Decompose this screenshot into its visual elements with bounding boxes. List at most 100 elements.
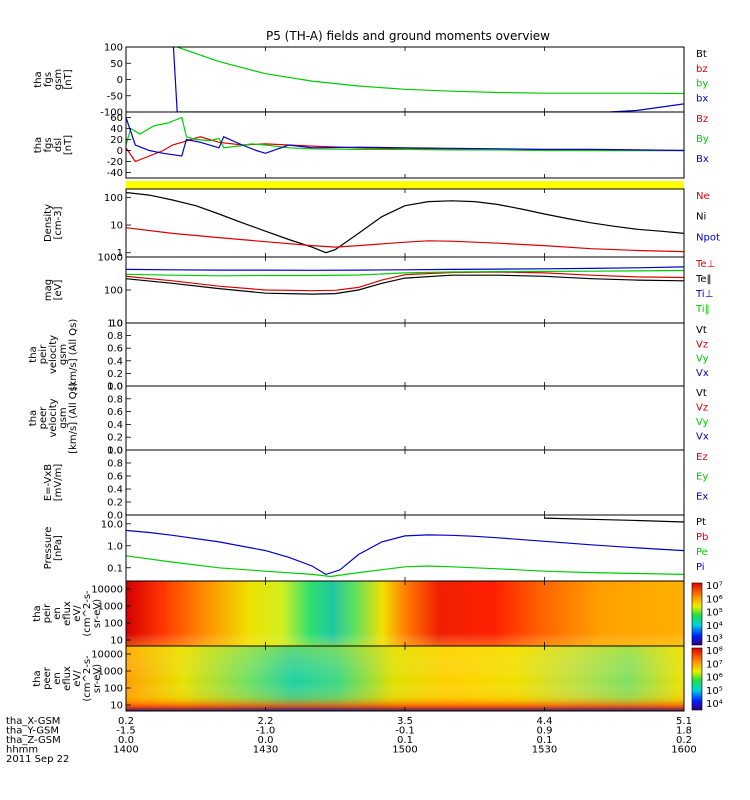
y-tick-label: 60 [110,113,123,124]
x-axis-value: 1600 [671,745,696,756]
y-axis-title-line: [nT] [63,69,74,89]
panel-borders [125,46,685,712]
x-axis-value: 1500 [392,745,417,756]
x-axis-value: -1.0 [256,726,276,737]
x-axis-value: 3.5 [397,716,413,727]
x-axis-value: 0.9 [537,726,553,737]
y-tick-label: 0.6 [107,472,123,483]
y-tick-label: 10 [110,636,123,647]
y-tick-label: 1000 [98,667,123,678]
series-line-Pt [544,517,684,523]
legend-entry: Bz [696,114,708,125]
y-tick-label: -20 [107,157,123,168]
colorbar-label: 10⁸ [706,646,723,657]
colorbar-label: 10⁵ [706,608,723,619]
colorbar-label: 10⁵ [706,686,723,697]
y-axis-title-line: sr-eV) [92,599,103,628]
series-line-Pe [126,555,684,578]
y-tick-label: 1.0 [107,382,123,393]
y-axis-title-line: [km/s] (All Qs) [68,319,79,391]
y-tick-label: 1.0 [107,446,123,457]
series-line-By [126,116,684,152]
y-axis-title-line: gsm [58,407,69,428]
x-axis-value: 0.1 [537,735,553,746]
legend-entry: By [696,134,709,145]
legend-entry: Vx [696,368,709,379]
y-tick-label: 1000 [98,253,123,264]
y-tick-label: 100 [104,286,123,297]
legend-entry: Vz [696,339,708,350]
legend-entry: Ey [696,472,708,483]
y-tick-label: 0.4 [107,485,123,496]
y-axis-title-line: eV/ [72,605,83,622]
y-axis-title: tha peer velocity gsm [km/s] (All Qs) [28,382,79,454]
y-axis-title: E=-VxB [mV/m] [43,464,64,502]
series-line-Te‖ [126,274,684,295]
y-axis-title-line: sr-eV) [92,664,103,693]
y-axis-title-line: eV/ [72,670,83,687]
colorbar-label: 10⁶ [706,673,723,684]
x-axis-row-label: tha_X-GSM [6,716,60,727]
y-tick-label: -50 [107,91,123,102]
y-tick-label: 50 [110,59,123,70]
y-axis-title-line: peir [38,344,49,364]
legend-entry: Vx [696,432,709,443]
y-tick-label: 0.2 [107,498,123,509]
x-axis-value: 2.2 [258,716,274,727]
y-tick-label: 1000 [98,602,123,613]
legend-entry: Vt [696,388,707,399]
y-tick-label: 0.6 [107,344,123,355]
flag-bar [126,181,684,189]
x-axis-table: tha_X-GSM 0.2 2.2 3.5 4.4 5.1 tha_Y-GSM -1.5 -1.… [6,716,697,765]
y-axis-title-line: eflux [62,666,73,691]
y-axis-title: mag [eV] [43,279,64,301]
y-axis-title-line: eflux [62,601,73,626]
y-tick-label: 0.2 [107,433,123,444]
y-axis-title: tha fgs dsl [nT] [33,135,74,155]
legend-entry: Vz [696,403,708,414]
x-axis-row-label: hhmm [6,745,38,756]
y-axis-title: tha peir velocity gsm [km/s] (All Qs) [28,319,79,391]
colorbar-label: 10⁷ [706,581,723,592]
series-line-Ne [126,227,684,253]
y-axis-title-line: [mV/m] [53,464,64,502]
legend-entry: Ti⊥ [695,289,713,300]
y-tick-label: 0.1 [107,563,123,574]
y-axis-title-line: tha [33,137,44,153]
legend-entry: Bx [696,154,709,165]
x-axis-row-label: tha_Y-GSM [6,726,59,737]
legend-entry: Pb [696,532,708,543]
series-line-Pi [126,529,684,576]
legend-entry: Ni [696,212,706,223]
y-tick-label: 10 [110,701,123,712]
legend-entry: Ex [696,491,708,502]
y-axis-title-line: (cm^2-s- [82,590,93,637]
y-tick-label: 0.8 [107,459,123,470]
y-tick-label: 1.0 [107,319,123,330]
y-tick-label: 10 [110,221,123,232]
y-axis-title-line: [cm-3] [53,206,64,239]
y-axis-title-line: tha [33,71,44,87]
y-axis-title-line: tha [28,410,39,426]
legend-entry: Ti‖ [695,304,710,315]
y-axis-title-line: fgs [43,137,54,152]
y-axis-title-line: peer [38,406,49,430]
colorbar-label: 10⁷ [706,659,723,670]
x-axis-value: 0.1 [397,735,413,746]
y-tick-label: 100 [104,684,123,695]
legend-entry: Ez [696,452,708,463]
x-axis-value: 0.2 [118,716,134,727]
panel-frame [125,385,685,451]
series-line-by [177,47,684,95]
spectrogram-ion [126,581,684,646]
panel-frame [125,188,685,258]
y-axis-title-line: gsm [53,69,64,90]
y-axis-title-line: fgs [43,72,54,87]
y-tick-label: 10.0 [101,519,123,530]
series-line-Ti‖ [126,269,684,277]
y-tick-label: 10000 [91,650,123,661]
x-axis-row-label: tha_Z-GSM [6,735,61,746]
plot-title: P5 (TH-A) fields and ground moments over… [266,29,550,43]
x-axis-value: 5.1 [676,716,692,727]
legend-entry: Te‖ [695,274,712,285]
